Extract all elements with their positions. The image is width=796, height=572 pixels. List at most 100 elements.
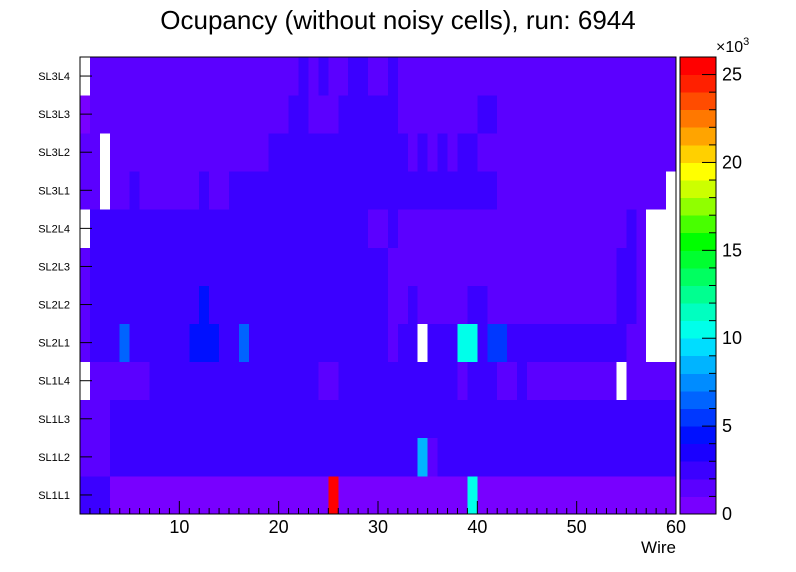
heatmap-cell <box>378 133 389 172</box>
color-scale-band <box>680 109 716 128</box>
heatmap-cell <box>566 133 578 172</box>
heatmap-cell <box>497 361 508 401</box>
heatmap-cell <box>616 323 627 363</box>
heatmap-cell <box>467 475 478 515</box>
heatmap-cell <box>626 437 637 477</box>
heatmap-cell <box>238 95 250 134</box>
heatmap-cell <box>278 399 289 439</box>
heatmap-cell <box>487 57 498 96</box>
color-scale-band <box>680 390 716 409</box>
heatmap-cell <box>536 95 548 134</box>
heatmap-cell <box>616 57 627 96</box>
heatmap-cell <box>596 247 607 286</box>
heatmap-cell <box>378 323 389 363</box>
heatmap-cell <box>358 437 369 477</box>
heatmap-cell <box>427 475 438 515</box>
heatmap-cell <box>576 171 587 210</box>
heatmap-cell <box>248 247 260 286</box>
heatmap-cell <box>626 95 637 134</box>
heatmap-cell <box>477 209 488 248</box>
heatmap-cell <box>229 437 240 477</box>
heatmap-cell <box>248 171 260 210</box>
heatmap-cell <box>358 133 369 172</box>
heatmap-cell <box>596 437 607 477</box>
heatmap-cell <box>666 361 677 401</box>
heatmap-cell <box>268 133 280 172</box>
heatmap-cell <box>497 399 508 439</box>
heatmap-cell <box>527 361 538 401</box>
heatmap-cell <box>666 475 677 515</box>
heatmap-cell <box>278 361 289 401</box>
heatmap-cell <box>626 323 637 363</box>
heatmap-cell <box>457 133 468 172</box>
heatmap-cell <box>149 95 160 134</box>
heatmap-cell <box>149 437 160 477</box>
heatmap-cell <box>238 437 250 477</box>
heatmap-cell <box>358 95 369 134</box>
heatmap-cell <box>169 361 180 401</box>
heatmap-cell <box>189 95 200 134</box>
heatmap-cell <box>477 399 488 439</box>
heatmap-cell <box>457 95 468 134</box>
heatmap-cell <box>268 209 280 248</box>
heatmap-cell <box>99 133 111 172</box>
heatmap-cell <box>368 209 379 248</box>
heatmap-cell <box>348 171 359 210</box>
heatmap-cell <box>99 475 111 515</box>
heatmap-cell <box>586 323 597 363</box>
heatmap-cell <box>318 171 329 210</box>
heatmap-cell <box>318 323 329 363</box>
heatmap-cell <box>477 133 488 172</box>
heatmap-cell <box>517 209 528 248</box>
heatmap-cell <box>109 475 121 515</box>
heatmap-cell <box>199 399 210 439</box>
heatmap-cell <box>159 475 170 515</box>
heatmap-cell <box>636 361 647 401</box>
heatmap-cell <box>427 57 438 96</box>
heatmap-cell <box>169 323 180 363</box>
heatmap-cell <box>368 399 379 439</box>
heatmap-cell <box>159 209 170 248</box>
heatmap-cell <box>219 171 230 210</box>
heatmap-cell <box>447 361 458 401</box>
heatmap-cell <box>298 399 309 439</box>
heatmap-cell <box>666 209 677 248</box>
heatmap-cell <box>238 133 250 172</box>
heatmap-cell <box>606 209 617 248</box>
heatmap-cell <box>606 247 617 286</box>
heatmap-cell <box>427 95 438 134</box>
heatmap-cell <box>119 437 131 477</box>
heatmap-cell <box>308 57 319 96</box>
heatmap-cell <box>209 57 220 96</box>
heatmap-cell <box>258 361 270 401</box>
heatmap-cell <box>556 171 568 210</box>
heatmap-cell <box>596 285 607 324</box>
heatmap-cell <box>308 323 319 363</box>
heatmap-cell <box>129 209 140 248</box>
heatmap-cell <box>606 399 617 439</box>
heatmap-cell <box>338 285 349 324</box>
y-tick-label: SL2L4 <box>38 223 70 235</box>
color-scale-band <box>680 303 716 322</box>
heatmap-cell <box>666 133 677 172</box>
heatmap-cell <box>308 437 319 477</box>
heatmap-cell <box>99 399 111 439</box>
heatmap-cell <box>556 57 568 96</box>
heatmap-cell <box>447 437 458 477</box>
heatmap-cell <box>586 247 597 286</box>
heatmap-cell <box>348 475 359 515</box>
heatmap-cell <box>149 133 160 172</box>
heatmap-cell <box>288 285 299 324</box>
heatmap-cell <box>626 285 637 324</box>
heatmap-cell <box>248 57 260 96</box>
heatmap-cell <box>457 361 468 401</box>
heatmap-cell <box>189 399 200 439</box>
heatmap-cell <box>517 95 528 134</box>
heatmap-cell <box>119 475 131 515</box>
heatmap-cell <box>596 323 607 363</box>
heatmap-cell <box>199 475 210 515</box>
heatmap-cell <box>139 475 150 515</box>
heatmap-cell <box>457 323 468 363</box>
z-tick-label: 20 <box>722 152 742 172</box>
